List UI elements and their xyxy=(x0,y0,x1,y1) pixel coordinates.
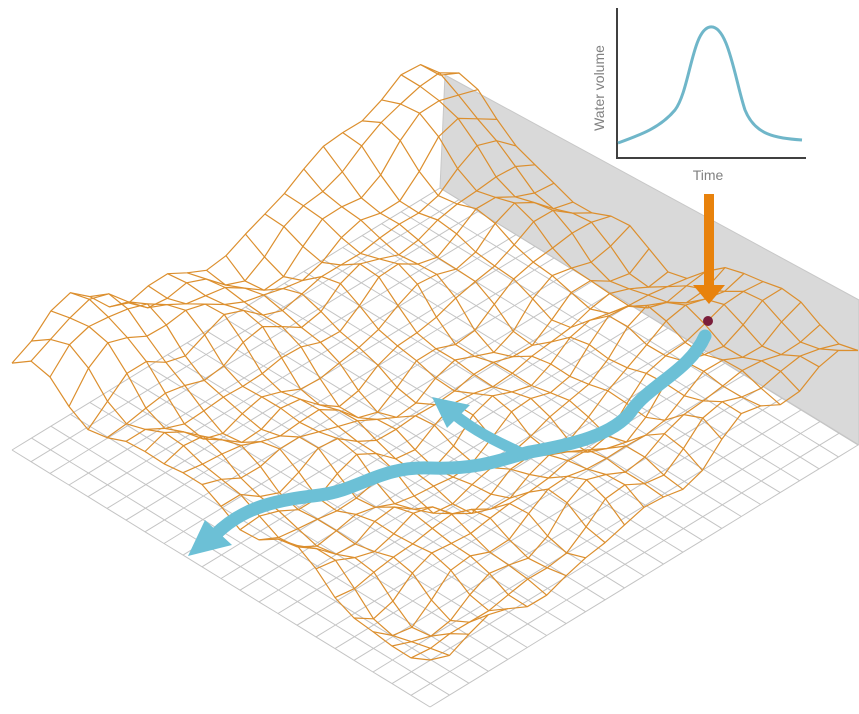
main-flow xyxy=(208,329,712,542)
grid-line xyxy=(206,330,625,589)
grid-line xyxy=(334,386,764,650)
hydrograph-curve xyxy=(617,25,803,145)
y-axis-label: Water volume xyxy=(591,45,607,131)
grid-line xyxy=(89,401,509,660)
mesh-line xyxy=(167,273,586,559)
inset-chart: Water volume Time xyxy=(591,8,806,183)
wall-plane xyxy=(439,74,859,446)
input-arrow xyxy=(693,194,725,326)
mesh-line xyxy=(30,72,460,362)
arrow-head xyxy=(432,397,470,428)
mesh-line xyxy=(11,63,441,364)
grid-line xyxy=(296,362,726,626)
grid-line xyxy=(11,449,431,708)
mesh-line xyxy=(50,310,469,637)
mesh-line xyxy=(89,293,508,612)
mesh-line xyxy=(186,272,606,544)
mesh-line xyxy=(258,277,688,541)
mesh-line xyxy=(391,324,821,647)
grid-line xyxy=(128,378,547,636)
mesh-line xyxy=(11,360,431,661)
grid-line xyxy=(225,318,645,577)
flow-arrows xyxy=(188,329,712,556)
grid-line xyxy=(429,444,859,708)
mesh-line xyxy=(353,287,783,620)
x-axis-label: Time xyxy=(693,167,724,183)
branch-flow xyxy=(449,409,531,461)
mesh-line xyxy=(410,343,840,659)
mesh-line xyxy=(225,255,645,508)
mesh-line xyxy=(128,302,548,596)
mesh-line xyxy=(372,301,802,637)
mesh-line xyxy=(429,349,859,661)
grid-line xyxy=(277,351,707,614)
grid-line xyxy=(50,425,470,684)
grid-line xyxy=(372,409,802,673)
mesh-line xyxy=(109,301,528,608)
input-point xyxy=(703,316,713,326)
mesh-line xyxy=(31,338,450,656)
grid-line xyxy=(70,413,489,672)
arrow-head xyxy=(693,285,725,304)
grid-line xyxy=(31,437,450,696)
mesh-line xyxy=(49,89,479,378)
terrain-mesh xyxy=(11,63,859,661)
grid-line xyxy=(410,432,840,696)
mesh-line xyxy=(70,292,489,623)
grid-line xyxy=(353,397,783,661)
arrow-head xyxy=(188,520,232,556)
mesh-line xyxy=(147,285,567,577)
mesh-line xyxy=(206,269,625,526)
mesh-line xyxy=(125,182,555,442)
